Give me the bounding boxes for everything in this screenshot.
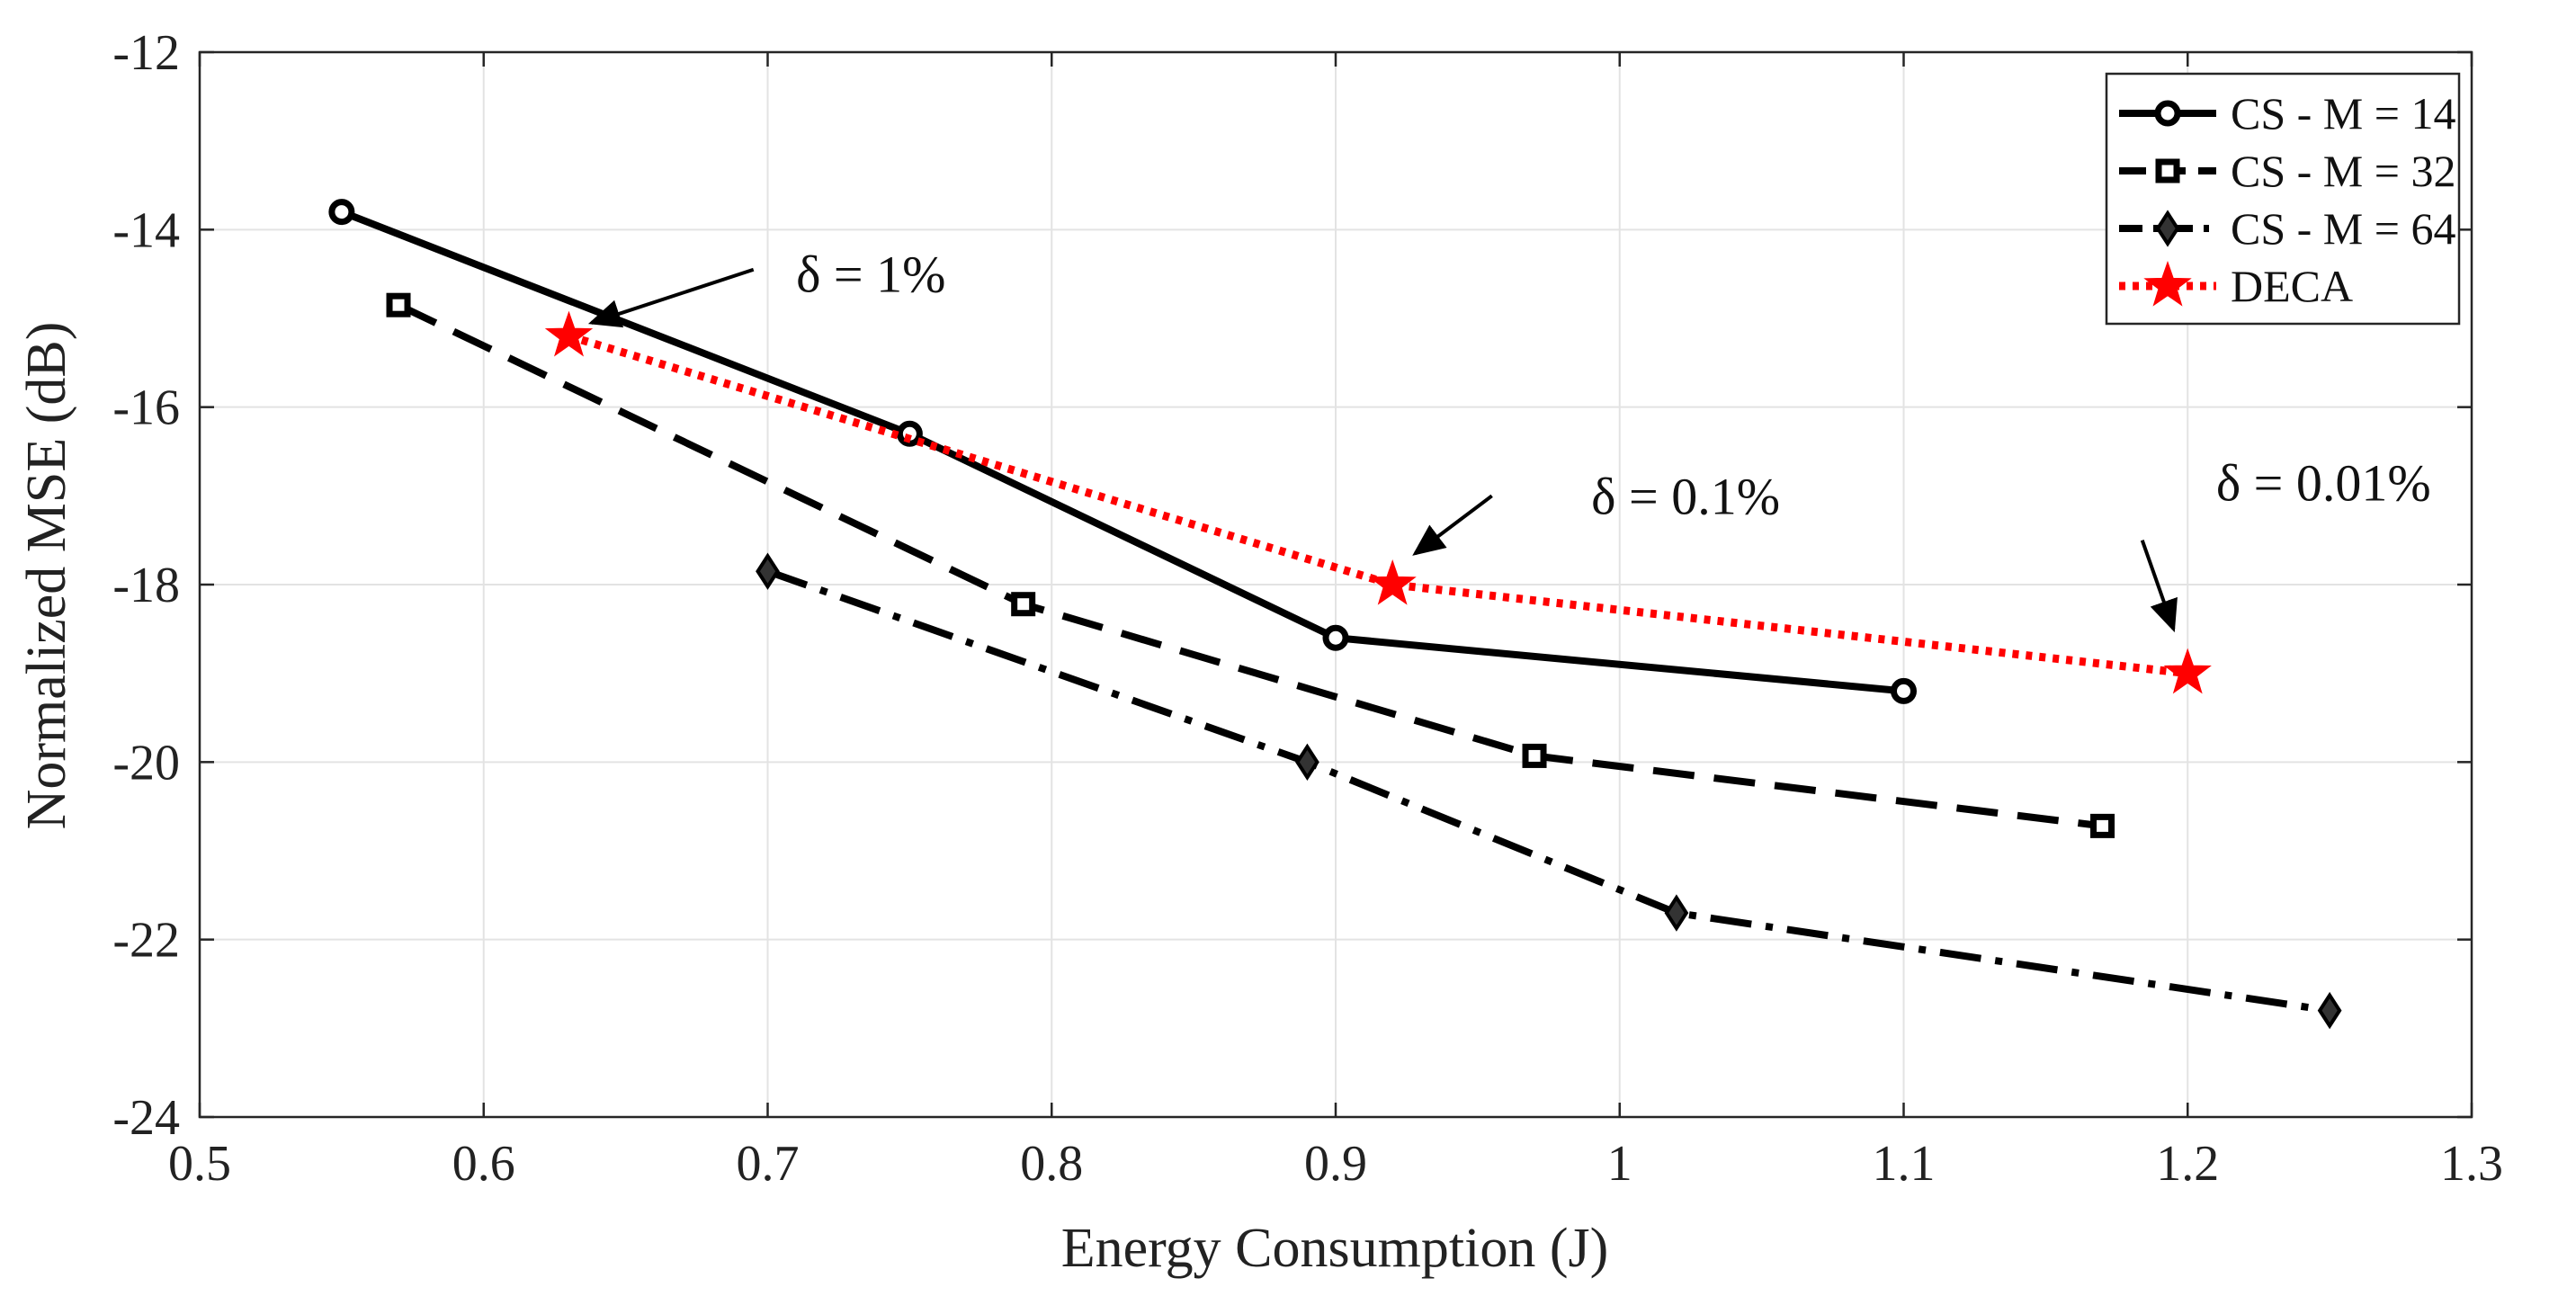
y-tick-label: -12	[112, 25, 180, 81]
series-line	[568, 332, 2188, 678]
x-tick-label: 1.2	[2156, 1136, 2219, 1192]
x-tick-label: 0.5	[168, 1136, 231, 1192]
series-4	[544, 310, 2212, 694]
legend-marker	[2155, 158, 2180, 183]
x-tick-label: 1.3	[2440, 1136, 2503, 1192]
y-tick-label: -18	[112, 558, 180, 613]
x-tick-label: 0.7	[737, 1136, 800, 1192]
data-point-marker	[1368, 559, 1417, 605]
series-line	[340, 208, 1904, 695]
series-3	[756, 552, 2342, 1030]
annotation-label: δ = 0.01%	[2216, 454, 2431, 513]
legend-label: DECA	[2231, 261, 2353, 311]
legend: CS - M = 14 CS - M = 32 CS - M = 64 DECA	[2105, 72, 2461, 326]
legend-entry: CS - M = 14	[2119, 88, 2455, 139]
axes: 0.5 0.6 0.7 0.8 0.9 1 1.1 1.2 1.3 -24 -22 -20 -18 -16…	[112, 25, 2503, 1192]
annotation-label: δ = 0.1%	[1591, 467, 1780, 525]
x-tick-label: 0.9	[1304, 1136, 1367, 1192]
data-point-marker	[328, 199, 355, 226]
legend-label: CS - M = 14	[2231, 88, 2455, 139]
legend-entry: DECA	[2119, 260, 2353, 311]
y-tick-label: -20	[112, 735, 180, 791]
annotation-arrow	[587, 267, 755, 328]
annotation-arrow	[1412, 494, 1493, 556]
data-point-marker	[756, 552, 780, 590]
x-tick-label: 1.1	[1873, 1136, 1936, 1192]
data-point-marker	[386, 292, 411, 317]
legend-label: CS - M = 64	[2231, 203, 2455, 254]
x-tick-label: 0.8	[1020, 1136, 1083, 1192]
annotations: δ = 1% δ = 0.1% δ = 0.01%	[587, 246, 2431, 633]
data-point-marker	[1295, 743, 1319, 782]
y-tick-label: -16	[112, 380, 180, 436]
legend-entry: CS - M = 64	[2119, 203, 2455, 254]
y-axis-label: Normalized MSE (dB)	[16, 322, 77, 830]
legend-label: CS - M = 32	[2231, 146, 2455, 196]
x-axis-label: Energy Consumption (J)	[1061, 1218, 1609, 1279]
series-1	[328, 199, 1917, 704]
legend-entry: CS - M = 32	[2119, 146, 2455, 196]
y-tick-label: -14	[112, 202, 180, 258]
legend-marker	[2143, 260, 2192, 307]
x-tick-label: 1	[1607, 1136, 1632, 1192]
legend-marker	[2155, 210, 2180, 247]
annotation-label: δ = 1%	[796, 246, 945, 304]
y-tick-label: -22	[112, 913, 180, 969]
y-tick-label: -24	[112, 1090, 180, 1146]
series-line	[397, 301, 2103, 830]
data-point-marker	[1891, 677, 1917, 704]
data-point-marker	[2317, 991, 2342, 1030]
data-point-marker	[544, 310, 594, 357]
data-point-marker	[2090, 813, 2115, 838]
data-point-marker	[1322, 624, 1349, 651]
data-point-marker	[1011, 592, 1036, 617]
series-group	[328, 199, 2342, 1030]
series-2	[386, 292, 2115, 838]
data-point-marker	[1522, 743, 1547, 768]
x-tick-label: 0.6	[452, 1136, 515, 1192]
annotation-arrow	[2140, 540, 2178, 633]
legend-marker	[2154, 100, 2181, 127]
data-point-marker	[2163, 648, 2212, 694]
data-point-marker	[1664, 894, 1689, 932]
